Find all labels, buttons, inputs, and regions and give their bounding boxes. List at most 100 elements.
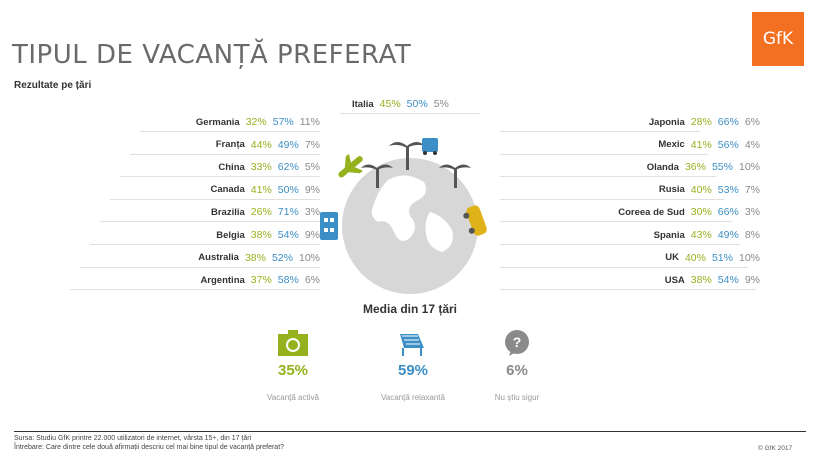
row-divider — [500, 244, 740, 245]
country-value: 3% — [744, 206, 760, 219]
country-name: Germania — [195, 116, 240, 128]
country-value: 71% — [277, 206, 299, 219]
airplane-icon — [338, 153, 363, 178]
country-value: 6% — [304, 274, 320, 287]
country-value: 3% — [304, 206, 320, 219]
row-divider — [80, 266, 320, 268]
country-value: 40% — [690, 183, 712, 196]
car-icon — [463, 205, 487, 236]
country-value: 50% — [406, 98, 428, 110]
country-value: 52% — [271, 251, 293, 264]
country-value: 4% — [744, 138, 760, 151]
country-row: China 33% 62% 5% — [218, 159, 320, 175]
country-value: 49% — [277, 138, 299, 151]
country-row: Australia 38% 52% 10% — [198, 250, 320, 266]
country-value: 38% — [244, 251, 266, 264]
country-value: 55% — [711, 161, 733, 174]
country-name: Argentina — [200, 274, 245, 286]
palm-tree-icon — [389, 142, 425, 170]
country-value: 32% — [245, 116, 267, 128]
average-active: 35% Vacanță activă — [248, 330, 338, 402]
country-value: 43% — [690, 229, 712, 241]
country-name: Mexic — [658, 139, 685, 151]
country-value: 37% — [250, 274, 272, 287]
country-row: Rusia 40% 53% 7% — [659, 182, 760, 198]
country-value: 10% — [298, 251, 320, 264]
country-value: 7% — [304, 138, 320, 151]
country-name: Italia — [352, 98, 374, 110]
country-row: Canada 41% 50% 9% — [210, 182, 320, 198]
footer-divider — [14, 431, 806, 432]
country-row: Spania 43% 49% 8% — [654, 227, 760, 243]
country-value: 41% — [250, 183, 272, 196]
svg-text:?: ? — [513, 334, 522, 350]
row-divider — [130, 153, 320, 155]
page-subtitle: Rezultate pe țări — [14, 80, 92, 91]
country-value: 66% — [717, 206, 739, 219]
country-row: Germania 32% 57% 11% — [196, 114, 320, 130]
country-row: USA 38% 54% 9% — [665, 272, 760, 288]
country-name: Franța — [215, 139, 245, 151]
country-value: 6% — [744, 116, 760, 128]
country-value: 58% — [277, 274, 299, 287]
row-divider — [500, 266, 748, 268]
beach-chair-icon — [398, 330, 428, 356]
country-row: Mexic 41% 56% 4% — [658, 137, 760, 153]
globe-illustration — [320, 138, 487, 294]
country-name: Canada — [210, 184, 245, 196]
country-value: 38% — [250, 229, 272, 241]
country-value: 53% — [717, 183, 739, 196]
country-value: 36% — [684, 161, 706, 174]
row-divider — [140, 131, 320, 132]
row-divider — [120, 176, 320, 178]
country-value: 10% — [738, 251, 760, 264]
average-unsure-label: Nu știu sigur — [494, 393, 540, 402]
country-row: UK 40% 51% 10% — [665, 250, 760, 266]
average-unsure-value: 6% — [506, 362, 528, 379]
average-active-value: 35% — [277, 362, 309, 379]
country-value: 44% — [250, 138, 272, 151]
country-row: Brazilia 26% 71% 3% — [211, 204, 320, 220]
row-divider — [100, 221, 320, 223]
country-name: USA — [664, 274, 685, 286]
copyright: © GfK 2017 — [758, 445, 793, 452]
footer-question: Întrebare: Care dintre cele două afirmaț… — [14, 444, 285, 451]
country-value: 62% — [277, 161, 299, 174]
country-name: Spania — [653, 229, 685, 241]
country-row: Belgia 38% 54% 9% — [216, 227, 320, 243]
country-value: 9% — [304, 229, 320, 241]
average-relax: 59% Vacanță relaxantă — [368, 330, 458, 402]
country-value: 9% — [304, 183, 320, 196]
row-divider — [340, 113, 480, 114]
backpacker-icon — [320, 212, 338, 240]
camera-icon — [278, 330, 308, 356]
footer-source: Sursa: Studiu GfK printre 22.000 utiliza… — [14, 435, 252, 442]
country-value: 8% — [744, 229, 760, 241]
country-value: 54% — [277, 229, 299, 241]
average-active-label: Vacanță activă — [267, 393, 319, 402]
country-name: Olanda — [646, 161, 679, 173]
country-value: 40% — [684, 251, 706, 264]
row-divider — [70, 289, 320, 291]
country-row: Olanda 36% 55% 10% — [647, 159, 760, 175]
average-relax-label: Vacanță relaxantă — [381, 393, 445, 402]
country-name: China — [218, 161, 245, 173]
country-value: 51% — [711, 251, 733, 264]
country-value: 9% — [744, 274, 760, 287]
row-divider — [500, 131, 700, 132]
country-row: Coreea de Sud 30% 66% 3% — [618, 204, 760, 220]
country-value: 26% — [250, 206, 272, 219]
country-name: Brazilia — [210, 206, 245, 218]
footer-notes: Sursa: Studiu GfK printre 22.000 utiliza… — [14, 434, 284, 452]
country-row: Italia 45% 50% 5% — [352, 96, 449, 112]
country-value: 57% — [272, 116, 294, 128]
row-divider — [500, 153, 708, 155]
palm-tree-icon — [361, 164, 393, 188]
country-value: 56% — [717, 138, 739, 151]
country-value: 28% — [690, 116, 712, 128]
country-value: 33% — [250, 161, 272, 174]
country-name: Coreea de Sud — [618, 206, 685, 218]
country-value: 30% — [690, 206, 712, 219]
country-value: 54% — [717, 274, 739, 287]
question-bubble-icon: ? — [502, 330, 532, 356]
